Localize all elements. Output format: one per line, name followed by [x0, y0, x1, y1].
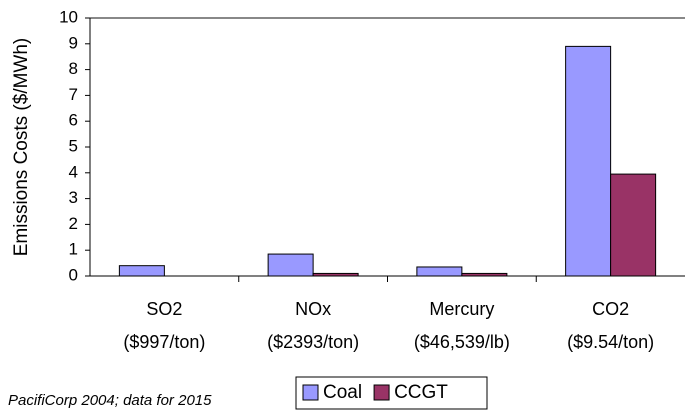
legend-swatch	[373, 384, 390, 401]
bar	[461, 272, 508, 277]
x-tick-label: NOx	[295, 299, 331, 319]
y-tick-label: 8	[69, 59, 78, 78]
y-tick-label: 4	[69, 162, 78, 181]
y-tick-label: 2	[69, 214, 78, 233]
y-tick-label: 1	[69, 240, 78, 259]
x-tick-label: ($997/ton)	[123, 332, 205, 352]
y-tick-label: 9	[69, 33, 78, 52]
x-tick-label: ($9.54/ton)	[567, 332, 654, 352]
bar	[267, 253, 314, 277]
y-axis-label: Emissions Costs ($/MWh)	[11, 38, 32, 257]
legend-label: Coal	[323, 382, 362, 403]
legend-swatch	[302, 384, 319, 401]
y-tick-label: 0	[69, 265, 78, 284]
y-tick-label: 5	[69, 136, 78, 155]
bar	[565, 45, 612, 277]
legend-box	[295, 376, 488, 410]
note: PacifiCorp 2004; data for 2015	[8, 392, 212, 409]
y-tick-label: 10	[59, 7, 78, 26]
y-tick-label: 7	[69, 85, 78, 104]
x-tick-label: CO2	[592, 299, 629, 319]
bar	[118, 265, 165, 277]
legend-label: CCGT	[394, 382, 448, 403]
bar	[416, 266, 463, 277]
x-tick-label: SO2	[146, 299, 182, 319]
x-tick-label: ($46,539/lb)	[414, 332, 510, 352]
bar	[610, 173, 657, 277]
y-tick-label: 6	[69, 111, 78, 130]
y-tick-label: 3	[69, 188, 78, 207]
x-tick-label: ($2393/ton)	[267, 332, 359, 352]
x-tick-label: Mercury	[429, 299, 494, 319]
bar	[312, 272, 359, 277]
